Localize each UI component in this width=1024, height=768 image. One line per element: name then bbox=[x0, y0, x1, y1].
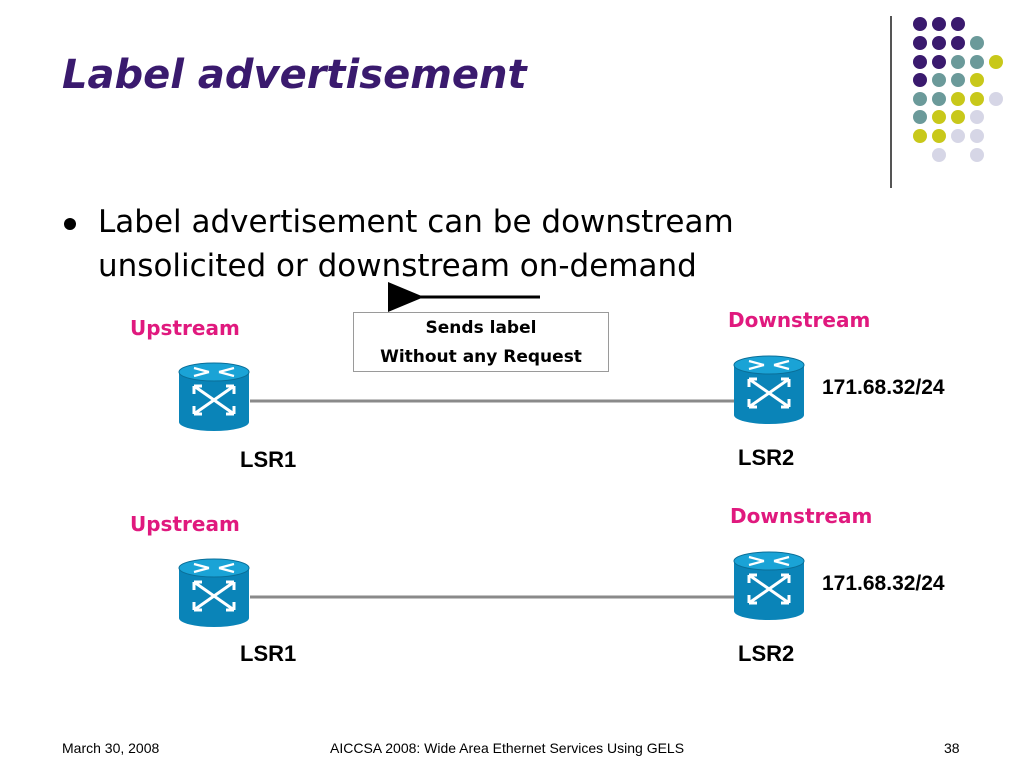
lsr1-label: LSR1 bbox=[240, 641, 297, 666]
bullet-icon bbox=[64, 218, 76, 230]
footer-page-number: 38 bbox=[944, 740, 960, 756]
prefix-label: 171.68.32/24 bbox=[822, 572, 945, 595]
slide-title: Label advertisement bbox=[62, 52, 527, 98]
upstream-label: Upstream bbox=[130, 512, 240, 536]
router-icon-lsr2-row-1 bbox=[732, 354, 806, 426]
lsr1-label: LSR1 bbox=[240, 447, 297, 472]
router-icon-lsr1-row-1 bbox=[177, 361, 251, 433]
lsr2-label: LSR2 bbox=[738, 445, 795, 470]
message-box: Sends label Without any Request bbox=[353, 312, 609, 372]
title-divider bbox=[890, 16, 892, 188]
message-line-2: Without any Request bbox=[380, 347, 582, 367]
prefix-label: 171.68.32/24 bbox=[822, 376, 945, 399]
footer-date: March 30, 2008 bbox=[62, 740, 160, 756]
bullet-text: Label advertisement can be downstream un… bbox=[98, 204, 734, 284]
footer-title: AICCSA 2008: Wide Area Ethernet Services… bbox=[330, 740, 685, 756]
decorative-dot-grid bbox=[913, 17, 1003, 162]
downstream-label: Downstream bbox=[730, 504, 873, 528]
downstream-label: Downstream bbox=[728, 308, 871, 332]
router-icon-lsr2-row-2 bbox=[732, 550, 806, 622]
message-line-1: Sends label bbox=[425, 318, 537, 338]
lsr2-label: LSR2 bbox=[738, 641, 795, 666]
router-icon-lsr1-row-2 bbox=[177, 557, 251, 629]
upstream-label: Upstream bbox=[130, 316, 240, 340]
